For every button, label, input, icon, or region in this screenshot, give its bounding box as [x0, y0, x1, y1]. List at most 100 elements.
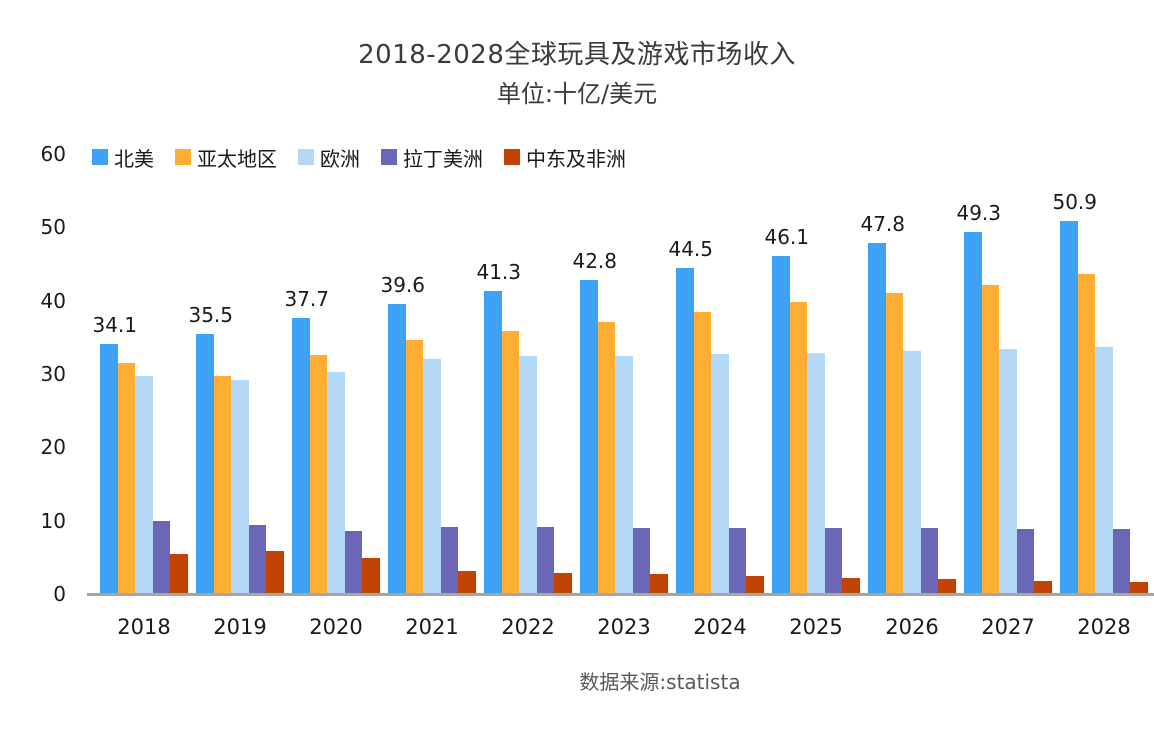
bar-中东及非洲-2019	[266, 550, 284, 594]
bar-北美-2027	[964, 232, 982, 594]
value-label: 42.8	[572, 249, 618, 274]
x-tick-label: 2027	[981, 615, 1035, 639]
y-tick-label: 30	[40, 362, 66, 386]
bar-亚太地区-2023	[597, 321, 615, 594]
legend-label: 亚太地区	[197, 146, 277, 171]
value-label: 41.3	[476, 260, 522, 285]
data-source-caption: 数据来源:statista	[579, 670, 741, 694]
value-label: 50.9	[1052, 189, 1098, 214]
legend-item-亚太地区: 亚太地区	[175, 143, 277, 172]
legend-item-欧洲: 欧洲	[298, 143, 360, 172]
bar-欧洲-2023	[615, 356, 633, 594]
bar-拉丁美洲-2024	[728, 528, 746, 594]
bar-亚太地区-2022	[501, 330, 519, 594]
bar-中东及非洲-2021	[458, 571, 476, 594]
bar-拉丁美洲-2020	[344, 530, 362, 594]
bar-中东及非洲-2028	[1130, 582, 1148, 594]
legend-label: 拉丁美洲	[403, 146, 483, 171]
bar-欧洲-2025	[807, 353, 825, 594]
bar-中东及非洲-2023	[650, 574, 668, 594]
bar-中东及非洲-2024	[746, 576, 764, 594]
bar-北美-2024	[676, 267, 694, 594]
y-tick-label: 60	[40, 142, 66, 166]
bar-欧洲-2024	[711, 354, 729, 594]
bar-欧洲-2020	[327, 371, 345, 594]
bar-欧洲-2028	[1095, 346, 1113, 594]
bar-欧洲-2027	[999, 349, 1017, 594]
legend-swatch-icon	[298, 149, 314, 165]
x-tick-label: 2022	[501, 615, 555, 639]
bar-中东及非洲-2025	[842, 577, 860, 594]
legend: 北美 亚太地区 欧洲 拉丁美洲 中东及非洲	[92, 143, 647, 172]
y-tick-label: 0	[53, 582, 66, 606]
chart-subtitle: 单位:十亿/美元	[496, 80, 658, 108]
legend-item-拉丁美洲: 拉丁美洲	[381, 143, 483, 172]
legend-swatch-icon	[504, 149, 520, 165]
bar-亚太地区-2027	[981, 284, 999, 594]
bar-亚太地区-2025	[789, 302, 807, 594]
legend-item-北美: 北美	[92, 143, 154, 172]
bar-北美-2023	[580, 280, 598, 594]
bar-北美-2022	[484, 291, 502, 594]
x-tick-label: 2021	[405, 615, 459, 639]
bar-拉丁美洲-2022	[536, 527, 554, 594]
bar-拉丁美洲-2028	[1112, 528, 1130, 594]
bar-亚太地区-2028	[1077, 274, 1095, 594]
x-axis-line	[87, 593, 1154, 596]
value-label: 35.5	[188, 302, 234, 327]
bar-中东及非洲-2022	[554, 572, 572, 594]
bar-拉丁美洲-2026	[920, 528, 938, 594]
bar-亚太地区-2019	[213, 376, 231, 594]
y-tick-label: 10	[40, 508, 66, 533]
y-tick-label: 40	[40, 288, 66, 313]
legend-swatch-icon	[381, 149, 397, 165]
bar-欧洲-2021	[423, 358, 441, 594]
bar-拉丁美洲-2018	[152, 521, 170, 594]
legend-swatch-icon	[92, 149, 108, 165]
bar-拉丁美洲-2021	[440, 527, 458, 594]
legend-item-中东及非洲: 中东及非洲	[504, 143, 626, 172]
bar-亚太地区-2021	[405, 339, 423, 594]
x-tick-label: 2026	[885, 615, 939, 639]
bar-欧洲-2022	[519, 356, 537, 594]
bar-北美-2026	[868, 243, 886, 594]
bar-北美-2019	[196, 333, 214, 594]
value-label: 44.5	[668, 236, 714, 261]
legend-label: 北美	[114, 146, 154, 171]
y-tick-label: 20	[40, 435, 66, 460]
value-label: 39.6	[380, 272, 426, 297]
bar-中东及非洲-2018	[170, 554, 188, 594]
bar-北美-2021	[388, 303, 406, 594]
bar-欧洲-2026	[903, 350, 921, 594]
bar-北美-2025	[772, 255, 790, 594]
legend-label: 欧洲	[320, 146, 360, 171]
chart-title: 2018-2028全球玩具及游戏市场收入	[358, 40, 796, 70]
x-tick-label: 2023	[597, 615, 651, 639]
value-label: 49.3	[956, 201, 1002, 226]
bar-北美-2020	[292, 317, 310, 594]
bar-中东及非洲-2020	[362, 558, 380, 594]
value-label: 37.7	[284, 286, 330, 311]
value-label: 34.1	[92, 312, 138, 337]
value-label: 46.1	[764, 224, 810, 249]
bar-亚太地区-2018	[117, 363, 135, 594]
x-tick-label: 2019	[213, 615, 267, 639]
legend-label: 中东及非洲	[526, 146, 626, 171]
bar-亚太地区-2026	[885, 293, 903, 594]
x-tick-label: 2028	[1077, 615, 1131, 639]
x-tick-label: 2020	[309, 615, 363, 639]
bar-北美-2018	[100, 343, 118, 594]
x-tick-label: 2025	[789, 615, 843, 639]
bar-拉丁美洲-2027	[1016, 528, 1034, 594]
bar-北美-2028	[1060, 220, 1078, 594]
bar-中东及非洲-2026	[938, 579, 956, 594]
legend-swatch-icon	[175, 149, 191, 165]
bar-拉丁美洲-2019	[248, 525, 266, 594]
bar-亚太地区-2020	[309, 354, 327, 594]
bar-欧洲-2019	[231, 379, 249, 594]
bar-欧洲-2018	[135, 376, 153, 594]
x-tick-label: 2024	[693, 615, 747, 639]
bar-中东及非洲-2027	[1034, 580, 1052, 594]
value-label: 47.8	[860, 212, 906, 237]
